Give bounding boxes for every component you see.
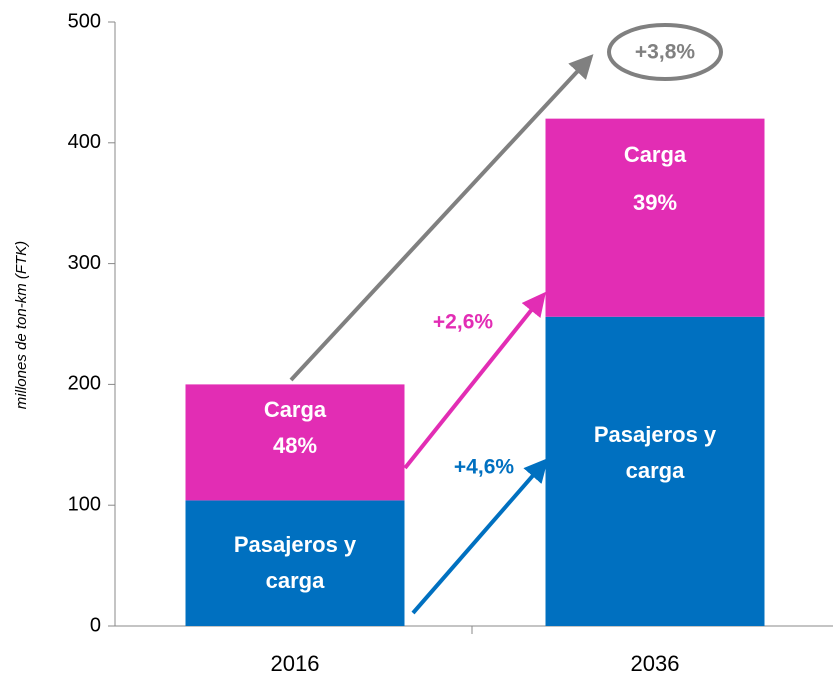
segment-label: Carga 48%: [186, 384, 405, 500]
growth-arrow: [411, 457, 549, 615]
bar-segment: [545, 118, 765, 317]
y-axis-label: millones de ton-km (FTK): [13, 241, 30, 409]
segment-name: Carga: [263, 397, 327, 423]
segment-name: Pasajeros y carga: [593, 421, 717, 483]
annotation: +2,6%: [433, 311, 493, 334]
y-tick-label: 0: [90, 614, 101, 636]
y-tick-label: 100: [68, 493, 101, 515]
annotation: +4,6%: [454, 456, 514, 479]
y-tick-label: 300: [68, 252, 101, 274]
segment-name: Carga: [623, 141, 687, 167]
segment-label: Carga 39%: [546, 119, 765, 317]
x-tick-label: 2016: [271, 651, 320, 676]
segment-label: Pasajeros y carga: [546, 317, 765, 626]
growth-arrow: [403, 291, 546, 470]
segment-share: 39%: [632, 189, 678, 215]
segment-share: 48%: [272, 433, 318, 459]
bar-segment: [185, 384, 405, 501]
highlight-ellipse: [607, 23, 723, 81]
annotation: +3,8%: [635, 41, 695, 64]
bar-segment: [545, 316, 765, 626]
x-tick-label: 2036: [631, 651, 680, 676]
growth-arrow: [289, 54, 594, 382]
segment-name: Pasajeros y carga: [233, 532, 357, 594]
y-tick-label: 400: [68, 131, 101, 153]
bar-segment: [185, 500, 405, 626]
y-tick-label: 200: [68, 373, 101, 395]
y-tick-label: 500: [68, 10, 101, 32]
segment-label: Pasajeros y carga: [186, 500, 405, 626]
